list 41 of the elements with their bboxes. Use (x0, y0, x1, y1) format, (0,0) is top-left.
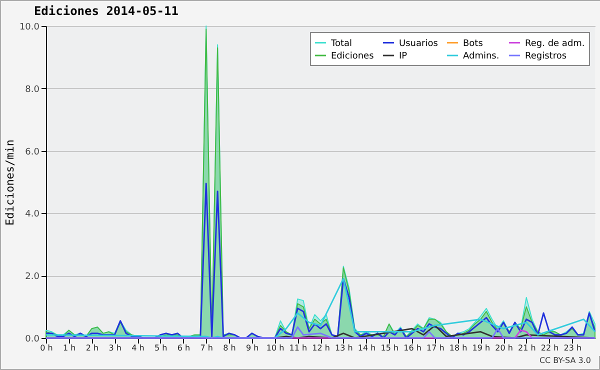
legend-label: Ediciones (331, 52, 374, 62)
legend-label: Bots (463, 38, 484, 49)
x-tick-label: 14 h (358, 344, 376, 352)
x-tick-label: 13 h (334, 344, 353, 352)
x-tick-label: 16 h (404, 344, 422, 352)
x-tick-label: 7 h (200, 344, 213, 352)
x-tick-label: 1 h (63, 344, 76, 352)
y-tick-label: 4.0 (25, 210, 40, 220)
legend-label: Reg. de adm. (525, 38, 585, 49)
x-tick-label: 9 h (246, 344, 259, 352)
y-tick-label: 6.0 (25, 147, 40, 158)
x-tick-label: 15 h (380, 344, 399, 352)
x-tick-label: 20 h (495, 344, 513, 352)
x-tick-label: 2 h (86, 344, 99, 352)
legend-label: Total (330, 38, 352, 49)
legend-label: IP (399, 52, 408, 62)
y-tick-label: 0.0 (25, 334, 40, 344)
x-tick-label: 22 h (540, 344, 559, 352)
x-tick-label: 21 h (518, 344, 536, 352)
x-tick-label: 18 h (449, 344, 468, 352)
legend-label: Registros (525, 52, 567, 62)
x-tick-label: 23 h (564, 344, 582, 352)
x-tick-label: 10 h (266, 344, 284, 352)
y-tick-label: 2.0 (25, 272, 40, 282)
text: CC BY-SA 3.0 (539, 356, 591, 365)
x-tick-label: 8 h (223, 344, 236, 352)
chart-title: Ediciones 2014-05-11 (34, 4, 178, 18)
x-tick-label: 6 h (177, 344, 190, 352)
x-tick-label: 3 h (108, 344, 122, 352)
x-tick-label: 19 h (472, 344, 490, 352)
legend-label: Usuarios (399, 38, 438, 49)
y-axis-title: Ediciones/min (3, 139, 16, 226)
x-tick-label: 5 h (154, 344, 168, 352)
x-tick-label: 11 h (289, 344, 308, 352)
y-tick-label: 10.0 (19, 22, 40, 32)
x-tick-label: 0 h (40, 344, 53, 352)
legend-label: Admins. (463, 52, 500, 62)
x-tick-label: 4 h (132, 344, 144, 352)
x-tick-label: 17 h (426, 344, 444, 352)
y-tick-label: 8.0 (25, 84, 40, 95)
x-tick-label: 12 h (312, 344, 330, 352)
